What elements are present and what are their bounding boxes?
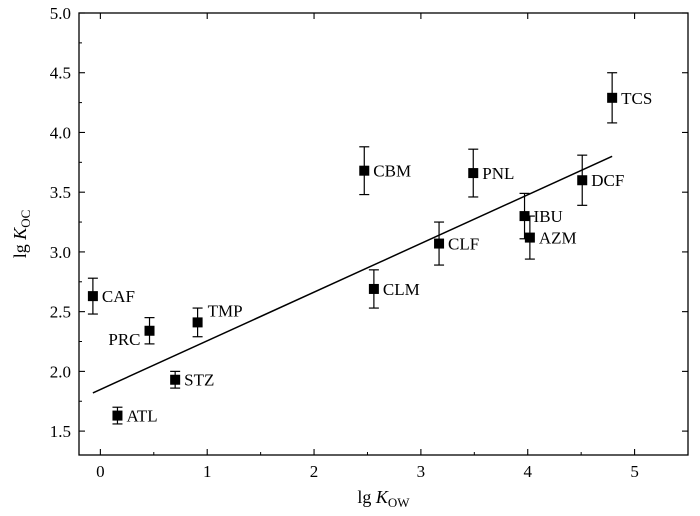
point-label: DCF <box>591 171 624 190</box>
point-label: AZM <box>539 229 577 248</box>
point-label: TMP <box>208 301 243 320</box>
point-marker <box>519 211 530 222</box>
point-label: CAF <box>102 287 135 306</box>
y-axis-label: lg KOC <box>10 210 33 259</box>
data-point-atl: ATL <box>112 407 158 426</box>
data-point-dcf: DCF <box>577 154 624 206</box>
point-label: CBM <box>373 162 411 181</box>
data-point-tmp: TMP <box>192 301 243 338</box>
data-point-cbm: CBM <box>359 146 411 196</box>
point-marker <box>112 410 123 421</box>
data-point-prc: PRC <box>108 317 155 349</box>
point-label: TCS <box>621 89 652 108</box>
point-label: CLF <box>448 235 479 254</box>
plot-layer: 0 1 2 3 4 5 1.5 2.0 2.5 3.0 3.5 4.0 4.5 5.0 lg KOW lg K… <box>10 4 689 510</box>
x-tick-label: 1 <box>203 462 212 481</box>
point-marker <box>434 238 445 249</box>
point-marker <box>368 283 379 294</box>
fit-line <box>92 155 613 394</box>
point-marker <box>359 165 370 176</box>
point-label: STZ <box>184 371 214 390</box>
data-point-azm: AZM <box>524 215 577 260</box>
y-tick-label: 3.0 <box>50 243 71 262</box>
point-marker <box>87 291 98 302</box>
y-tick-label: 5.0 <box>50 4 71 23</box>
data-point-pnl: PNL <box>468 148 514 198</box>
point-marker <box>577 175 588 186</box>
point-label: PRC <box>108 330 140 349</box>
point-label: ATL <box>126 407 157 426</box>
x-tick-label: 3 <box>417 462 426 481</box>
data-point-stz: STZ <box>170 371 214 390</box>
point-marker <box>144 325 155 336</box>
x-tick-label: 4 <box>523 462 532 481</box>
y-tick-label: 3.5 <box>50 183 71 202</box>
x-axis-label: lg KOW <box>357 487 410 510</box>
point-marker <box>524 232 535 243</box>
y-tick-label: 4.0 <box>50 123 71 142</box>
data-point-ibu: IBU <box>519 192 563 240</box>
y-tick-label: 4.5 <box>50 64 71 83</box>
data-point-clm: CLM <box>368 269 420 309</box>
data-point-tcs: TCS <box>607 72 652 124</box>
mark-layer: CAF PRC TMP STZ ATL CLM CBM CLF PNL IBU AZM DCF TCS <box>87 72 652 426</box>
point-marker <box>607 92 618 103</box>
point-label: IBU <box>534 207 563 226</box>
y-tick-label: 2.0 <box>50 362 71 381</box>
point-label: CLM <box>383 280 420 299</box>
plot-frame <box>78 12 689 456</box>
data-point-caf: CAF <box>87 277 135 315</box>
x-tick-label: 2 <box>310 462 319 481</box>
point-marker <box>170 374 181 385</box>
point-label: PNL <box>482 164 514 183</box>
y-tick-label: 2.5 <box>50 303 71 322</box>
point-marker <box>468 168 479 179</box>
point-marker <box>192 317 203 328</box>
x-tick-label: 5 <box>630 462 639 481</box>
data-point-clf: CLF <box>434 221 479 266</box>
x-tick-label: 0 <box>96 462 105 481</box>
y-tick-label: 1.5 <box>50 422 71 441</box>
